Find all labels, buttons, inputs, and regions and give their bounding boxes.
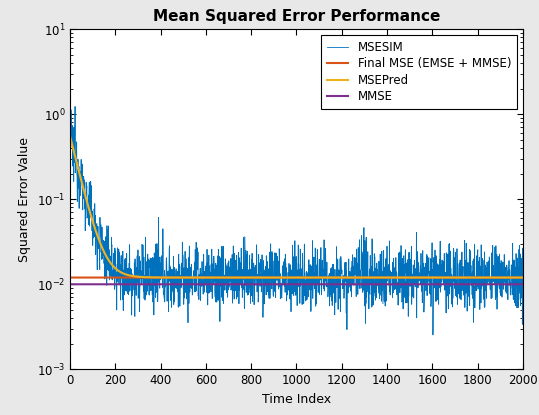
MSEPred <box>107 260 114 265</box>
MSESIM <box>67 137 73 142</box>
MMSE <box>77 282 84 287</box>
MSEPred <box>339 275 345 280</box>
MMSE <box>520 282 526 287</box>
Final MSE (EMSE + MMSE) <box>107 275 114 280</box>
MSEPred <box>235 275 241 280</box>
Final MSE (EMSE + MMSE) <box>77 275 84 280</box>
Final MSE (EMSE + MMSE) <box>439 275 446 280</box>
MMSE <box>107 282 114 287</box>
MMSE <box>439 282 446 287</box>
X-axis label: Time Index: Time Index <box>262 393 331 406</box>
MMSE <box>339 282 345 287</box>
Line: MSESIM: MSESIM <box>70 106 523 335</box>
MSEPred <box>440 275 446 280</box>
MSEPred <box>77 174 84 179</box>
Final MSE (EMSE + MMSE) <box>339 275 345 280</box>
Title: Mean Squared Error Performance: Mean Squared Error Performance <box>153 9 440 24</box>
MSESIM <box>92 201 98 206</box>
MMSE <box>235 282 241 287</box>
MSEPred <box>91 225 98 229</box>
MMSE <box>91 282 98 287</box>
MSESIM <box>235 250 241 255</box>
Final MSE (EMSE + MMSE) <box>67 275 73 280</box>
MSESIM <box>77 169 84 174</box>
Final MSE (EMSE + MMSE) <box>235 275 241 280</box>
MSEPred <box>520 275 526 280</box>
Legend: MSESIM, Final MSE (EMSE + MMSE), MSEPred, MMSE: MSESIM, Final MSE (EMSE + MMSE), MSEPred… <box>321 35 517 110</box>
MSEPred <box>433 275 440 280</box>
MSESIM <box>520 284 526 289</box>
MSESIM <box>339 283 345 288</box>
MSESIM <box>430 332 436 337</box>
MSESIM <box>72 104 78 109</box>
MMSE <box>67 282 73 287</box>
Final MSE (EMSE + MMSE) <box>520 275 526 280</box>
MSESIM <box>440 269 446 273</box>
Y-axis label: Squared Error Value: Squared Error Value <box>18 137 31 262</box>
Line: MSEPred: MSEPred <box>70 136 523 278</box>
Final MSE (EMSE + MMSE) <box>91 275 98 280</box>
MSEPred <box>67 134 73 139</box>
MSESIM <box>107 269 114 274</box>
